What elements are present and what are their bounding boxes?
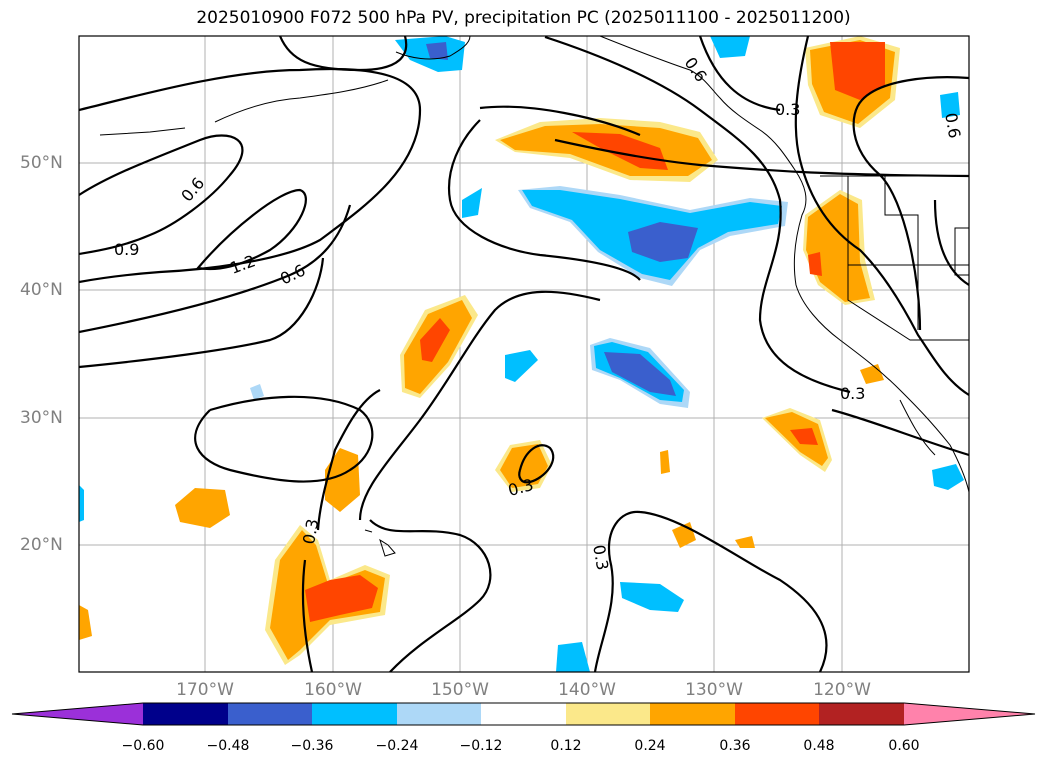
contour-label: 0.3 [840,384,866,403]
colorbar-tick-label: −0.60 [121,738,165,754]
colorbar-tick-label: −0.48 [206,738,250,754]
neg-blob-s2 [556,642,590,672]
map-frame [78,35,970,673]
colorbar-segment [312,703,397,725]
contour-label: 0.3 [775,100,801,119]
precip-blob-west-edge [79,605,92,640]
colorbar-tick-label: −0.24 [375,738,419,754]
colorbar-segment [228,703,312,725]
contour-label: 0.9 [114,240,140,259]
neg-blob-w-edge [79,485,84,522]
gridlines [79,36,969,672]
neg-blob-se [932,464,964,490]
colorbar-tick-label: −0.36 [290,738,334,754]
lon-label-140w: 140°W [558,680,616,700]
neg-blob-tiny [250,384,264,400]
negative-precip-fills [79,36,964,672]
colorbar-extend-high [904,703,1035,725]
neg-blob-s1 [620,582,684,612]
precip-blob-small3 [735,536,755,548]
lat-label-50n: 50°N [20,153,63,173]
colorbar-extend-low [12,703,143,725]
lon-label-160w: 160°W [304,680,362,700]
colorbar-tick-label: 0.48 [803,738,835,754]
colorbar-segment [735,703,819,725]
lon-label-120w: 120°W [813,680,871,700]
precip-blob-w1 [175,488,230,528]
lat-label-30n: 30°N [20,408,63,428]
lat-label-20n: 20°N [20,535,63,555]
neg-blob-e [940,92,960,118]
precip-blob-small1 [660,450,670,474]
positive-precip-fills [79,36,900,665]
colorbar-tick-label: −0.12 [459,738,503,754]
lon-label-130w: 130°W [685,680,743,700]
colorbar-tick-label: 0.24 [634,738,666,754]
colorbar-segment [566,703,650,725]
colorbar-tick-label: 0.12 [550,738,582,754]
precip-blob-w2 [325,448,360,512]
pv-contours [79,36,969,672]
neg-blob-n2 [710,36,750,58]
colorbar-tick-label: 0.60 [888,738,920,754]
colorbar-segment [481,703,566,725]
lon-label-150w: 150°W [431,680,489,700]
colorbar-segment [397,703,481,725]
colorbar-segment [819,703,904,725]
colorbar-outline [11,702,1036,726]
coastlines [99,36,969,557]
colorbar-segment [650,703,735,725]
neg-blob-s4 [462,188,482,218]
lat-label-40n: 40°N [20,280,63,300]
map-title: 2025010900 F072 500 hPa PV, precipitatio… [196,8,851,28]
colorbar [11,702,1036,726]
colorbar-segment [143,703,228,725]
precip-blob-baja [860,364,884,384]
lon-label-170w: 170°W [176,680,234,700]
neg-blob-s3 [505,350,538,382]
colorbar-tick-label: 0.36 [719,738,751,754]
